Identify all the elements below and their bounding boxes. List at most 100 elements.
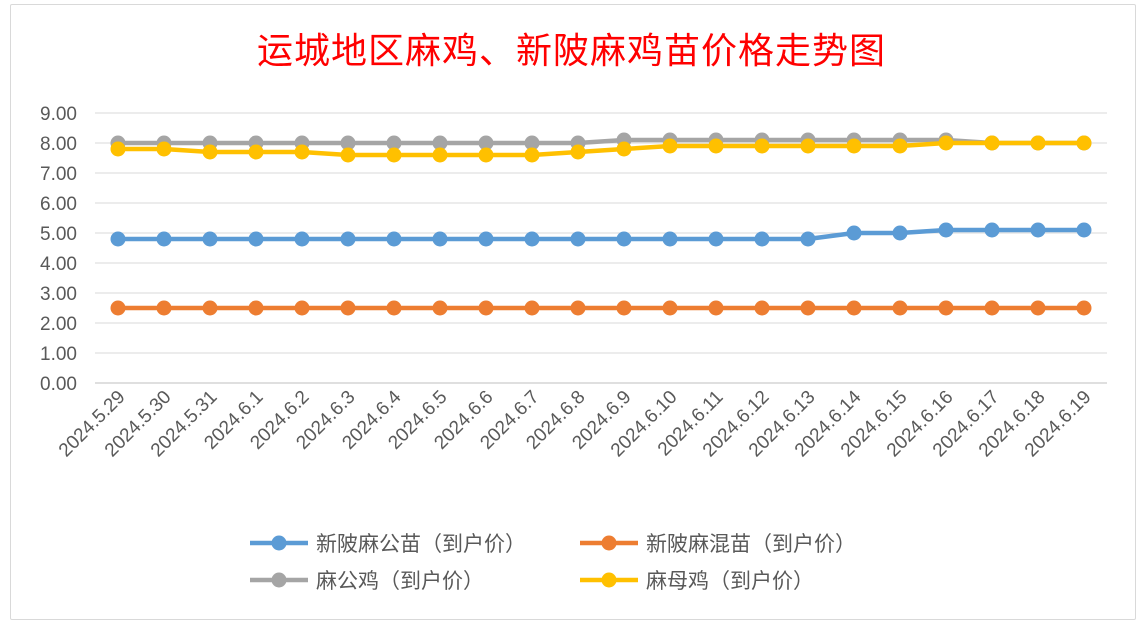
data-point bbox=[662, 300, 678, 316]
data-point bbox=[156, 300, 172, 316]
legend-item: 新陂麻公苗（到户价） bbox=[250, 532, 526, 556]
data-point bbox=[1076, 222, 1092, 238]
y-tick-label: 4.00 bbox=[40, 254, 77, 275]
data-point bbox=[524, 135, 540, 151]
legend: 新陂麻公苗（到户价） 新陂麻混苗（到户价） 麻公鸡（到户价） 麻母鸡（到户价） bbox=[250, 532, 856, 593]
data-point bbox=[616, 300, 632, 316]
data-point bbox=[1076, 300, 1092, 316]
data-point bbox=[478, 300, 494, 316]
gridlines bbox=[95, 112, 1107, 384]
legend-item: 麻母鸡（到户价） bbox=[580, 569, 814, 593]
legend-swatch-marker bbox=[271, 535, 287, 551]
data-point bbox=[570, 231, 586, 247]
y-tick-label: 3.00 bbox=[40, 284, 77, 305]
series-layer bbox=[110, 132, 1092, 316]
data-point bbox=[202, 231, 218, 247]
data-point bbox=[616, 141, 632, 157]
data-point bbox=[386, 231, 402, 247]
data-point bbox=[524, 231, 540, 247]
data-point bbox=[432, 231, 448, 247]
data-point bbox=[846, 225, 862, 241]
data-point bbox=[1030, 222, 1046, 238]
legend-item: 新陂麻混苗（到户价） bbox=[580, 532, 856, 556]
data-point bbox=[340, 231, 356, 247]
data-point bbox=[202, 300, 218, 316]
data-point bbox=[1030, 300, 1046, 316]
data-point bbox=[294, 231, 310, 247]
data-point bbox=[846, 300, 862, 316]
data-point bbox=[984, 135, 1000, 151]
y-tick-label: 1.00 bbox=[40, 344, 77, 365]
data-point bbox=[938, 222, 954, 238]
data-point bbox=[248, 231, 264, 247]
data-point bbox=[110, 300, 126, 316]
legend-label: 新陂麻公苗（到户价） bbox=[316, 532, 526, 556]
data-point bbox=[938, 300, 954, 316]
data-point bbox=[800, 231, 816, 247]
data-point bbox=[800, 300, 816, 316]
data-point bbox=[386, 135, 402, 151]
data-point bbox=[892, 225, 908, 241]
y-tick-label: 9.00 bbox=[40, 104, 77, 125]
data-point bbox=[432, 147, 448, 163]
chart-title: 运城地区麻鸡、新陂麻鸡苗价格走势图 bbox=[256, 31, 886, 72]
data-point bbox=[708, 231, 724, 247]
legend-swatch-marker bbox=[271, 572, 287, 588]
y-axis-ticks: 0.00 1.00 2.00 3.00 4.00 5.00 6.00 7.00 8.00 9.00 bbox=[40, 104, 77, 395]
series-line bbox=[118, 137, 1084, 146]
data-point bbox=[294, 300, 310, 316]
data-point bbox=[708, 300, 724, 316]
series-line bbox=[118, 227, 1084, 242]
data-point bbox=[800, 138, 816, 154]
legend-label: 麻母鸡（到户价） bbox=[646, 569, 814, 593]
legend-swatch-marker bbox=[601, 535, 617, 551]
data-point bbox=[570, 144, 586, 160]
data-point bbox=[432, 135, 448, 151]
data-point bbox=[984, 222, 1000, 238]
data-point bbox=[294, 144, 310, 160]
x-axis-ticks: 2024.5.292024.5.302024.5.312024.6.12024.… bbox=[55, 386, 1096, 461]
y-tick-label: 8.00 bbox=[40, 134, 77, 155]
data-point bbox=[570, 300, 586, 316]
legend-item: 麻公鸡（到户价） bbox=[250, 569, 484, 593]
data-point bbox=[1030, 135, 1046, 151]
data-point bbox=[340, 135, 356, 151]
data-point bbox=[386, 300, 402, 316]
data-point bbox=[1076, 135, 1092, 151]
data-point bbox=[892, 300, 908, 316]
data-point bbox=[110, 231, 126, 247]
legend-label: 麻公鸡（到户价） bbox=[316, 569, 484, 593]
data-point bbox=[478, 231, 494, 247]
data-point bbox=[892, 138, 908, 154]
data-point bbox=[754, 231, 770, 247]
data-point bbox=[478, 147, 494, 163]
data-point bbox=[662, 138, 678, 154]
legend-swatch-marker bbox=[601, 572, 617, 588]
data-point bbox=[984, 300, 1000, 316]
y-tick-label: 5.00 bbox=[40, 224, 77, 245]
y-tick-label: 7.00 bbox=[40, 164, 77, 185]
data-point bbox=[846, 138, 862, 154]
data-point bbox=[754, 300, 770, 316]
legend-label: 新陂麻混苗（到户价） bbox=[646, 532, 856, 556]
data-point bbox=[156, 231, 172, 247]
y-tick-label: 6.00 bbox=[40, 194, 77, 215]
series-1 bbox=[110, 222, 1092, 247]
data-point bbox=[340, 300, 356, 316]
data-point bbox=[662, 231, 678, 247]
series-line bbox=[118, 140, 1084, 158]
data-point bbox=[754, 138, 770, 154]
data-point bbox=[938, 135, 954, 151]
data-point bbox=[248, 144, 264, 160]
data-point bbox=[386, 147, 402, 163]
data-point bbox=[432, 300, 448, 316]
data-point bbox=[156, 141, 172, 157]
y-tick-label: 2.00 bbox=[40, 314, 77, 335]
data-point bbox=[616, 231, 632, 247]
data-point bbox=[524, 300, 540, 316]
data-point bbox=[202, 144, 218, 160]
series-4 bbox=[110, 135, 1092, 163]
data-point bbox=[110, 141, 126, 157]
data-point bbox=[340, 147, 356, 163]
